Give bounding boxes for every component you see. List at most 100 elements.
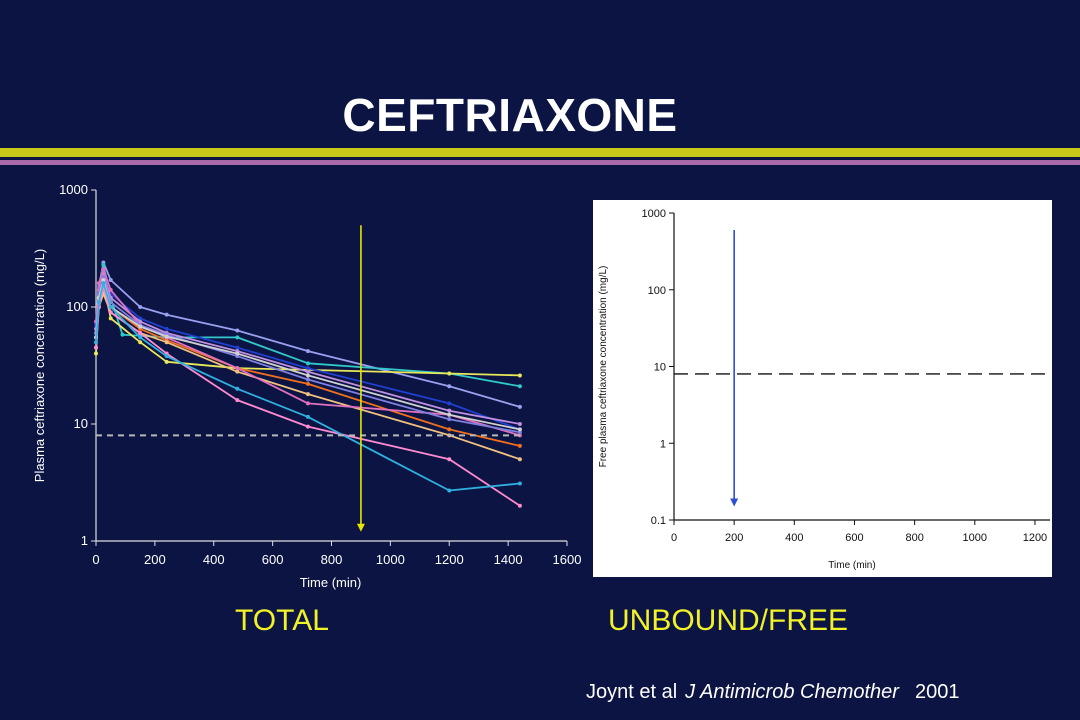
data-point xyxy=(94,351,98,356)
series-line-5 xyxy=(674,320,746,434)
data-point xyxy=(235,386,240,391)
data-point xyxy=(447,417,452,422)
x-axis-label: Time (min) xyxy=(300,575,362,590)
data-point xyxy=(235,335,240,340)
x-tick-label: 800 xyxy=(321,552,343,567)
x-tick-label: 0 xyxy=(92,552,99,567)
data-point xyxy=(305,414,310,419)
y-tick-label: 1 xyxy=(81,533,88,548)
y-axis-label: Plasma ceftriaxone concentration (mg/L) xyxy=(32,249,47,482)
data-point xyxy=(138,305,143,309)
time-marker-arrowhead xyxy=(356,523,365,532)
data-point xyxy=(447,412,452,417)
x-tick-label: 1000 xyxy=(376,552,405,567)
data-point xyxy=(101,281,106,286)
series-line-1 xyxy=(674,297,818,406)
data-point xyxy=(235,351,240,356)
data-point xyxy=(101,275,106,280)
citation-authors: Joynt et al xyxy=(586,681,678,703)
x-tick-label: 800 xyxy=(905,532,923,544)
data-point xyxy=(305,424,310,429)
citation: Joynt et al J Antimicrob Chemother 2001 xyxy=(586,681,959,704)
data-point xyxy=(447,384,452,389)
data-point xyxy=(517,430,522,435)
data-point xyxy=(517,373,522,378)
data-point xyxy=(305,369,310,374)
data-point xyxy=(447,427,452,432)
data-point xyxy=(305,349,310,354)
y-tick-label: 1000 xyxy=(59,182,88,197)
free-chart-panel xyxy=(593,200,1052,577)
data-point xyxy=(447,457,452,462)
x-tick-label: 600 xyxy=(845,532,863,544)
data-point xyxy=(164,359,169,364)
x-tick-label: 200 xyxy=(144,552,166,567)
data-point xyxy=(305,381,310,386)
data-point xyxy=(447,401,452,406)
data-point xyxy=(138,330,143,335)
x-axis-label: Time (min) xyxy=(828,560,875,571)
free-concentration-chart: 0 200 400 600 800 1000 1200 0.1 1 10 100 1000 Time (… xyxy=(598,208,1050,571)
data-point xyxy=(108,316,113,321)
data-point xyxy=(517,427,522,432)
data-point xyxy=(305,401,310,406)
series-line-7 xyxy=(674,284,891,438)
data-point xyxy=(108,278,113,283)
x-tick-label: 1200 xyxy=(435,552,464,567)
data-point xyxy=(138,324,143,329)
series-line-12 xyxy=(95,282,520,492)
data-point xyxy=(94,340,98,345)
data-point xyxy=(305,373,310,378)
y-axis-label: Free plasma ceftriaxone concentration (m… xyxy=(598,266,609,468)
data-point xyxy=(164,334,169,339)
data-point xyxy=(101,278,106,283)
data-point xyxy=(305,361,310,366)
unbound-free-label: UNBOUND/FREE xyxy=(608,604,849,637)
data-point xyxy=(517,384,522,389)
x-tick-label: 1400 xyxy=(494,552,523,567)
series-line-6 xyxy=(674,302,746,413)
data-point xyxy=(108,287,113,292)
data-point xyxy=(164,354,169,359)
data-point xyxy=(305,366,310,371)
y-tick-label: 100 xyxy=(66,299,88,314)
data-point xyxy=(164,312,169,317)
citation-journal: J Antimicrob Chemother xyxy=(685,681,899,703)
y-tick-label: 1 xyxy=(660,438,666,450)
data-point xyxy=(235,345,240,350)
series-line-2 xyxy=(674,290,818,420)
data-point xyxy=(96,300,101,305)
series-line-4 xyxy=(674,313,746,420)
data-point xyxy=(101,267,106,272)
slide-title: CEFTRIAXONE xyxy=(342,89,678,141)
data-point xyxy=(235,369,240,374)
x-tick-label: 200 xyxy=(725,532,743,544)
series-line-8 xyxy=(674,293,1035,432)
data-point xyxy=(120,332,125,337)
y-tick-label: 10 xyxy=(654,362,666,374)
data-point xyxy=(517,422,522,426)
data-point xyxy=(108,305,113,309)
data-point xyxy=(138,340,143,345)
x-tick-label: 0 xyxy=(671,532,677,544)
data-point xyxy=(517,481,522,486)
data-point xyxy=(517,457,522,462)
title-divider-yellow xyxy=(0,148,1080,157)
title-divider-purple xyxy=(0,160,1080,165)
data-point xyxy=(235,366,240,371)
y-tick-label: 0.1 xyxy=(651,515,666,527)
data-point xyxy=(101,262,106,267)
data-point xyxy=(517,503,522,508)
data-point xyxy=(235,398,240,403)
data-point xyxy=(447,371,452,376)
total-label: TOTAL xyxy=(235,604,329,637)
data-point xyxy=(447,408,452,413)
data-point xyxy=(517,404,522,409)
citation-year: 2001 xyxy=(914,681,960,703)
data-point xyxy=(96,281,101,286)
y-tick-label: 10 xyxy=(74,416,88,431)
data-point xyxy=(164,340,169,345)
time-marker-arrowhead xyxy=(730,498,739,507)
data-point xyxy=(138,335,143,340)
data-point xyxy=(94,345,98,350)
